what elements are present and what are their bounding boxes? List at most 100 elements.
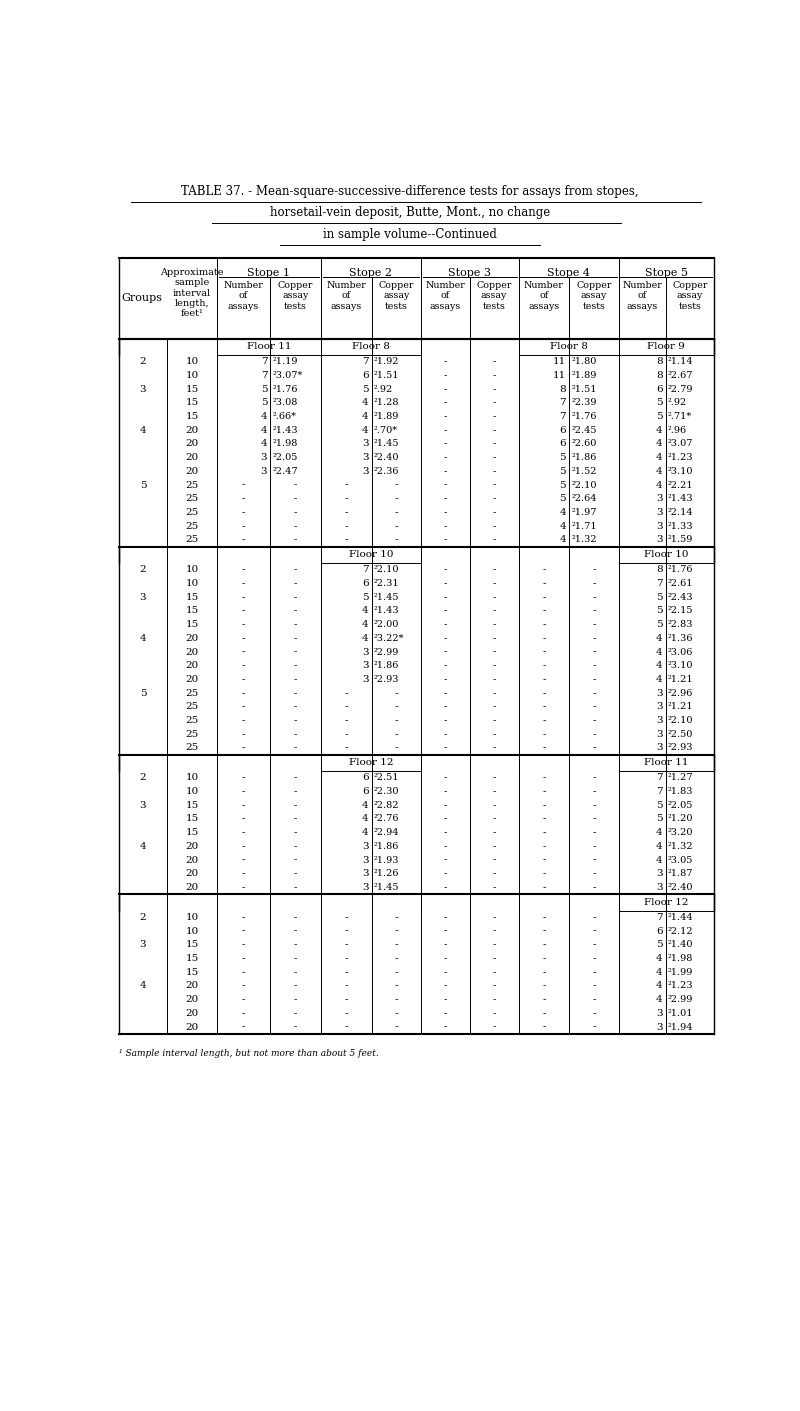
Text: ²1.89: ²1.89 <box>374 412 399 420</box>
Text: ²1.98: ²1.98 <box>668 954 694 962</box>
Text: -: - <box>294 883 298 892</box>
Text: -: - <box>394 940 398 950</box>
Text: 4: 4 <box>656 954 662 962</box>
Text: 7: 7 <box>559 412 566 420</box>
Text: -: - <box>242 662 246 670</box>
Text: Stope 3: Stope 3 <box>448 268 491 278</box>
Text: -: - <box>444 814 447 824</box>
Text: 4: 4 <box>559 522 566 531</box>
Text: -: - <box>542 1009 546 1017</box>
Text: -: - <box>493 453 496 463</box>
Text: -: - <box>592 842 596 851</box>
Text: 20: 20 <box>186 453 198 463</box>
Text: -: - <box>493 842 496 851</box>
Text: -: - <box>542 869 546 878</box>
Text: -: - <box>444 426 447 435</box>
Text: ²1.89: ²1.89 <box>572 371 597 380</box>
Text: 3: 3 <box>362 648 369 656</box>
Text: -: - <box>493 940 496 950</box>
Text: 4: 4 <box>656 674 662 684</box>
Text: 25: 25 <box>186 508 198 516</box>
Text: -: - <box>394 494 398 504</box>
Text: -: - <box>294 828 298 837</box>
Text: ²2.61: ²2.61 <box>668 579 694 588</box>
Text: Floor 10: Floor 10 <box>644 550 689 559</box>
Text: -: - <box>542 927 546 935</box>
Text: -: - <box>592 689 596 697</box>
Text: -: - <box>592 913 596 921</box>
Text: -: - <box>242 508 246 516</box>
Text: -: - <box>394 913 398 921</box>
Text: -: - <box>345 982 348 991</box>
Text: 20: 20 <box>186 1023 198 1031</box>
Text: 4: 4 <box>656 634 662 643</box>
Text: -: - <box>294 522 298 531</box>
Text: ²1.86: ²1.86 <box>374 662 399 670</box>
Text: 5: 5 <box>261 385 267 394</box>
Text: -: - <box>242 689 246 697</box>
Text: 20: 20 <box>186 855 198 865</box>
Text: 8: 8 <box>656 566 662 574</box>
Text: 6: 6 <box>656 385 662 394</box>
Text: -: - <box>394 729 398 739</box>
Text: -: - <box>542 968 546 976</box>
Text: 5: 5 <box>559 453 566 463</box>
Text: ²1.45: ²1.45 <box>374 883 399 892</box>
Text: -: - <box>394 968 398 976</box>
Text: ²3.22*: ²3.22* <box>374 634 405 643</box>
Text: -: - <box>242 481 246 490</box>
Text: -: - <box>242 715 246 725</box>
Text: ²2.79: ²2.79 <box>668 385 694 394</box>
Text: -: - <box>444 674 447 684</box>
Text: -: - <box>444 913 447 921</box>
Text: 20: 20 <box>186 467 198 476</box>
Text: 2: 2 <box>140 773 146 782</box>
Text: -: - <box>242 855 246 865</box>
Text: -: - <box>493 593 496 601</box>
Text: 3: 3 <box>362 439 369 449</box>
Text: 5: 5 <box>656 619 662 629</box>
Text: -: - <box>242 1009 246 1017</box>
Text: 3: 3 <box>656 729 662 739</box>
Text: 4: 4 <box>559 535 566 545</box>
Text: -: - <box>294 607 298 615</box>
Text: ²1.83: ²1.83 <box>668 787 694 796</box>
Text: -: - <box>542 954 546 962</box>
Text: -: - <box>444 787 447 796</box>
Text: -: - <box>444 703 447 711</box>
Text: 3: 3 <box>261 467 267 476</box>
Text: 4: 4 <box>656 842 662 851</box>
Text: ²1.20: ²1.20 <box>668 814 694 824</box>
Text: ²2.40: ²2.40 <box>374 453 399 463</box>
Text: 6: 6 <box>362 773 369 782</box>
Text: ²1.40: ²1.40 <box>668 940 694 950</box>
Text: 4: 4 <box>362 801 369 810</box>
Text: -: - <box>345 940 348 950</box>
Text: Number
of
assays: Number of assays <box>622 281 662 310</box>
Text: -: - <box>294 689 298 697</box>
Text: -: - <box>444 1023 447 1031</box>
Text: -: - <box>294 648 298 656</box>
Text: 5: 5 <box>656 940 662 950</box>
Text: ²2.10: ²2.10 <box>374 566 399 574</box>
Text: ²3.10: ²3.10 <box>668 662 694 670</box>
Text: -: - <box>242 703 246 711</box>
Text: -: - <box>294 494 298 504</box>
Text: -: - <box>294 855 298 865</box>
Text: 7: 7 <box>362 357 369 367</box>
Text: -: - <box>592 579 596 588</box>
Text: -: - <box>542 674 546 684</box>
Text: -: - <box>242 593 246 601</box>
Text: ²2.30: ²2.30 <box>374 787 399 796</box>
Text: 5: 5 <box>656 398 662 408</box>
Text: 4: 4 <box>656 453 662 463</box>
Text: 25: 25 <box>186 522 198 531</box>
Text: -: - <box>493 662 496 670</box>
Text: -: - <box>493 607 496 615</box>
Text: -: - <box>493 357 496 367</box>
Text: ²1.86: ²1.86 <box>572 453 597 463</box>
Text: ²1.21: ²1.21 <box>668 674 694 684</box>
Text: -: - <box>542 634 546 643</box>
Text: 20: 20 <box>186 648 198 656</box>
Text: -: - <box>592 674 596 684</box>
